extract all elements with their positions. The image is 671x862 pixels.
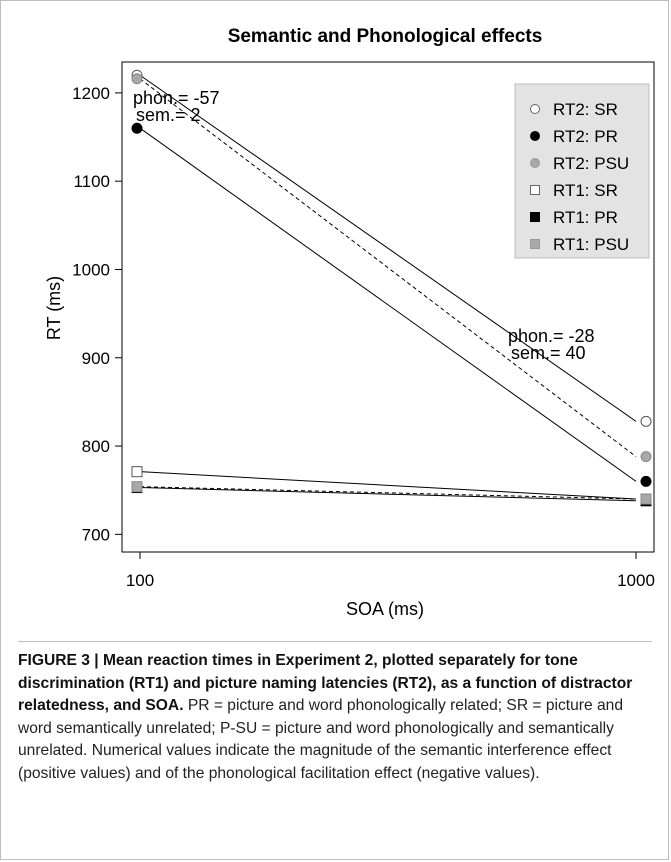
caption-divider bbox=[18, 641, 652, 642]
series-line bbox=[139, 486, 637, 500]
annotation-label: sem.= 2 bbox=[136, 105, 201, 125]
series-line bbox=[139, 127, 637, 482]
y-tick-label: 1100 bbox=[73, 172, 110, 191]
plot-area bbox=[121, 61, 655, 553]
legend-marker bbox=[530, 158, 540, 168]
caption-figure-label: FIGURE 3 | Mean reaction times in Experi… bbox=[18, 652, 633, 715]
chart: Semantic and Phonological effects 700 800… bbox=[44, 26, 655, 619]
y-axis-label: RT (ms) bbox=[44, 276, 64, 340]
legend: RT2: SR RT2: PR RT2: PSU RT1: SR RT1: PR RT1:… bbox=[514, 83, 650, 259]
data-point bbox=[640, 475, 652, 487]
x-tick-label: 100 bbox=[126, 571, 154, 590]
legend-marker bbox=[530, 104, 540, 114]
caption-body: PR = picture and word phonologically rel… bbox=[18, 697, 624, 782]
data-point bbox=[640, 451, 652, 463]
data-point bbox=[640, 415, 652, 427]
legend-label: RT1: PSU bbox=[553, 235, 629, 254]
x-tick-label: 1000 bbox=[617, 571, 655, 590]
series-line bbox=[139, 74, 637, 422]
series-line bbox=[139, 471, 637, 500]
legend-label: RT2: PSU bbox=[553, 154, 629, 173]
legend-label: RT1: PR bbox=[553, 208, 618, 227]
legend-items: RT2: SR RT2: PR RT2: PSU RT1: SR RT1: PR RT1:… bbox=[530, 100, 629, 254]
data-point bbox=[131, 122, 143, 134]
y-tick-label: 800 bbox=[82, 437, 110, 456]
annotation-label: sem.= 40 bbox=[511, 343, 586, 363]
legend-marker bbox=[530, 239, 540, 249]
figure-caption: FIGURE 3 | Mean reaction times in Experi… bbox=[18, 650, 658, 786]
y-tick-label: 1200 bbox=[72, 84, 110, 103]
y-tick-label: 900 bbox=[82, 349, 110, 368]
series-lines bbox=[139, 74, 637, 502]
data-point bbox=[131, 73, 143, 85]
legend-label: RT2: PR bbox=[553, 127, 618, 146]
x-axis-label: SOA (ms) bbox=[346, 599, 424, 619]
data-point bbox=[131, 466, 143, 478]
x-axis: 100 1000 bbox=[126, 552, 655, 590]
y-tick-label: 1000 bbox=[72, 260, 110, 279]
y-axis: 700 800 900 1000 1100 1200 bbox=[72, 84, 122, 544]
data-point bbox=[131, 481, 143, 493]
data-point bbox=[640, 493, 652, 505]
legend-label: RT1: SR bbox=[553, 181, 618, 200]
series-markers bbox=[131, 69, 652, 507]
series-line bbox=[139, 487, 637, 502]
annotation-label: phon.= -57 bbox=[133, 88, 220, 108]
legend-label: RT2: SR bbox=[553, 100, 618, 119]
annotation-label: phon.= -28 bbox=[508, 326, 595, 346]
legend-marker bbox=[530, 185, 540, 195]
chart-title: Semantic and Phonological effects bbox=[228, 26, 543, 47]
series-line bbox=[139, 78, 637, 458]
y-tick-label: 700 bbox=[82, 525, 110, 544]
legend-marker bbox=[530, 131, 540, 141]
legend-marker bbox=[530, 212, 540, 222]
